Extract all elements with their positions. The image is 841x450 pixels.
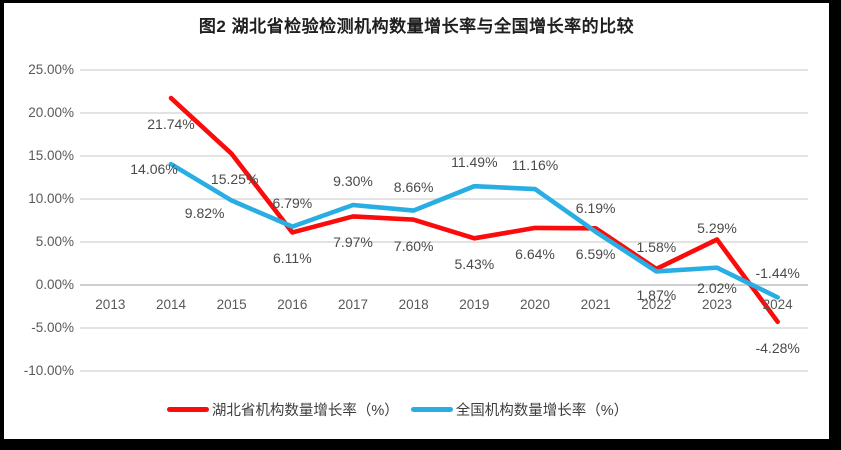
legend-label-national: 全国机构数量增长率（%） (455, 403, 629, 419)
series-line-national (168, 161, 780, 300)
y-axis-tick-label: 0.00% (35, 277, 74, 292)
legend-label-hubei: 湖北省机构数量增长率（%） (211, 403, 399, 419)
x-axis-tick-label: 2021 (580, 297, 611, 312)
x-axis-tick-label: 2017 (337, 297, 369, 312)
x-axis-tick-label: 2022 (641, 297, 672, 312)
x-axis-tick-label: 2020 (519, 297, 551, 312)
legend-item-national: 全国机构数量增长率（%） (410, 399, 629, 420)
y-axis-tick-label: -10.00% (23, 363, 74, 378)
data-label: 9.30% (333, 173, 373, 190)
data-label: 15.25% (210, 170, 259, 187)
data-label: 9.82% (184, 204, 225, 221)
data-label: 8.66% (393, 178, 434, 195)
y-axis-tick-label: 25.00% (28, 62, 74, 77)
data-label: -1.44% (755, 265, 800, 282)
y-axis-tick-label: 5.00% (35, 234, 74, 249)
data-label: 11.49% (451, 154, 498, 171)
x-axis-tick-label: 2018 (398, 297, 429, 312)
data-label: 14.06% (130, 161, 178, 178)
y-axis-tick-label: 10.00% (28, 191, 74, 206)
data-label: 21.74% (147, 116, 195, 133)
data-label: 1.58% (636, 239, 677, 256)
data-label: 6.19% (575, 199, 616, 216)
data-label: 6.79% (272, 194, 313, 211)
series-line-hubei (168, 95, 780, 325)
y-axis-tick-label: 20.00% (28, 105, 74, 120)
legend-swatch-hubei (166, 407, 209, 412)
legend: 湖北省机构数量增长率（%） 全国机构数量增长率（%） (4, 399, 810, 420)
data-label: 7.60% (393, 237, 434, 254)
y-axis-tick-label: 15.00% (28, 148, 74, 163)
data-label: 7.97% (333, 234, 373, 251)
x-axis-tick-label: 2014 (155, 297, 187, 312)
chart-title: 图2 湖北省检验检测机构数量增长率与全国增长率的比较 (198, 17, 635, 36)
data-label: 1.87% (636, 286, 677, 303)
legend-swatch-national (410, 407, 453, 412)
y-axis-tick-label: -5.00% (31, 320, 74, 335)
data-label: 5.29% (697, 219, 737, 236)
data-label: 11.16% (511, 157, 559, 174)
x-axis-tick-label: 2015 (216, 297, 247, 312)
legend-item-hubei: 湖北省机构数量增长率（%） (166, 399, 399, 420)
x-axis-tick-label: 2024 (762, 297, 793, 312)
x-axis-tick-label: 2019 (459, 297, 490, 312)
data-label: 6.59% (575, 246, 616, 263)
plot-lines-svg (80, 69, 808, 372)
x-axis-tick-label: 2023 (701, 297, 733, 312)
plot-area: 25.00% 20.00% 15.00% 10.00% 5.00% 0.00% -5.00%… (4, 3, 829, 439)
data-label: 6.64% (515, 245, 555, 262)
data-label: 5.43% (454, 256, 495, 273)
x-axis-tick-label: 2013 (95, 297, 126, 312)
x-axis-tick-label: 2016 (277, 297, 308, 312)
data-label: 2.02% (697, 279, 737, 296)
data-label: -4.28% (755, 339, 800, 356)
data-label: 6.11% (272, 250, 312, 267)
